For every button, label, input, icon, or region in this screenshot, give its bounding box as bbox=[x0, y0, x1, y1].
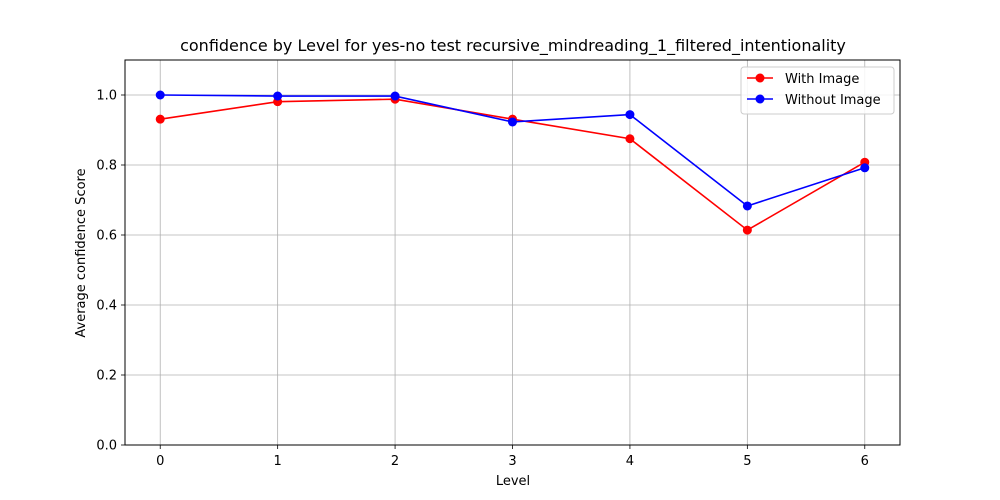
series-layer bbox=[155, 90, 870, 235]
data-point bbox=[625, 110, 635, 120]
y-tick-label: 0.2 bbox=[96, 369, 117, 384]
x-tick-label: 5 bbox=[743, 454, 751, 469]
x-tick-label: 0 bbox=[156, 454, 164, 469]
legend-marker-with-image bbox=[755, 73, 765, 83]
x-axis: 0 1 2 3 4 5 6 bbox=[156, 445, 869, 469]
y-tick-label: 0.8 bbox=[96, 159, 117, 174]
legend-label-with-image: With Image bbox=[785, 72, 859, 87]
data-point bbox=[625, 134, 635, 144]
x-tick-label: 1 bbox=[274, 454, 282, 469]
data-point bbox=[508, 117, 517, 127]
y-tick-label: 1.0 bbox=[96, 89, 117, 104]
x-axis-title: Level bbox=[496, 474, 530, 489]
y-tick-label: 0.6 bbox=[96, 229, 117, 244]
y-tick-label: 0.4 bbox=[96, 299, 117, 314]
data-point bbox=[742, 201, 752, 211]
data-point bbox=[155, 90, 165, 100]
data-point bbox=[390, 91, 400, 101]
x-tick-label: 3 bbox=[508, 454, 516, 469]
legend-box bbox=[740, 66, 895, 115]
x-tick-label: 2 bbox=[391, 454, 399, 469]
data-point bbox=[155, 114, 165, 124]
x-tick-label: 4 bbox=[626, 454, 634, 469]
y-axis-title: Average confidence Score bbox=[74, 168, 89, 337]
y-tick-label: 0.0 bbox=[96, 439, 117, 454]
y-axis: 0.0 0.2 0.4 0.6 0.8 1.0 bbox=[96, 89, 125, 454]
data-point bbox=[273, 91, 283, 101]
x-tick-label: 6 bbox=[861, 454, 869, 469]
legend: With Image Without Image bbox=[740, 66, 895, 115]
legend-marker-without-image bbox=[755, 94, 765, 104]
chart-title: confidence by Level for yes-no test recu… bbox=[180, 36, 846, 56]
data-point bbox=[742, 225, 752, 235]
legend-label-without-image: Without Image bbox=[785, 93, 881, 108]
data-point bbox=[860, 163, 870, 173]
